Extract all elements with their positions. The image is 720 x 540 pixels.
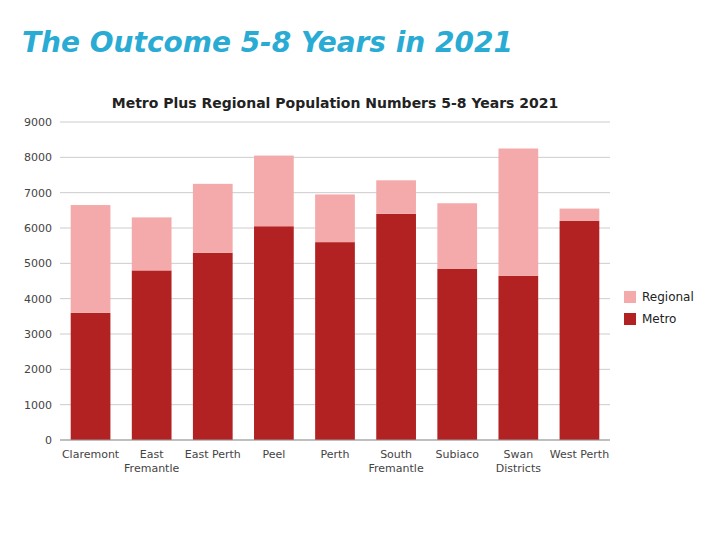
grid-line bbox=[60, 122, 610, 123]
y-tick-label: 5000 bbox=[24, 257, 52, 270]
x-tick-label: Peel bbox=[262, 448, 285, 461]
x-tick-label: EastFremantle bbox=[124, 448, 179, 475]
y-tick-label: 4000 bbox=[24, 293, 52, 306]
bars bbox=[71, 149, 600, 441]
bar-segment bbox=[498, 149, 538, 276]
x-tick-label: West Perth bbox=[550, 448, 609, 461]
bar-segment bbox=[437, 203, 477, 268]
grid-line bbox=[60, 440, 610, 441]
bar-segment bbox=[254, 156, 294, 227]
bar-segment bbox=[560, 221, 600, 440]
bar-segment bbox=[71, 205, 111, 313]
y-tick-label: 6000 bbox=[24, 222, 52, 235]
x-tick-label: Claremont bbox=[62, 448, 120, 461]
bar-segment bbox=[315, 242, 355, 440]
bar-segment bbox=[498, 276, 538, 440]
bar-segment bbox=[437, 269, 477, 440]
x-axis-line bbox=[60, 440, 610, 441]
y-tick-label: 1000 bbox=[24, 399, 52, 412]
y-tick-label: 9000 bbox=[24, 116, 52, 129]
title: The Outcome 5-8 Years in 2021 bbox=[22, 26, 513, 59]
y-tick-label: 2000 bbox=[24, 363, 52, 376]
x-tick-label-line: Swan bbox=[503, 448, 533, 461]
x-tick-label-line: South bbox=[380, 448, 412, 461]
x-tick-label-line: Fremantle bbox=[369, 462, 424, 475]
x-tick-label-line: Districts bbox=[496, 462, 542, 475]
legend-swatch bbox=[624, 291, 636, 303]
bar-segment bbox=[376, 214, 416, 440]
y-tick-label: 8000 bbox=[24, 151, 52, 164]
bar-segment bbox=[193, 184, 233, 253]
bar-segment bbox=[193, 253, 233, 440]
chart-title: Metro Plus Regional Population Numbers 5… bbox=[112, 95, 559, 111]
bar-segment bbox=[132, 217, 172, 270]
bar-segment bbox=[376, 180, 416, 214]
x-tick-label-line: Subiaco bbox=[435, 448, 479, 461]
bar-segment bbox=[560, 209, 600, 221]
bar-segment bbox=[132, 270, 172, 440]
x-tick-label: SouthFremantle bbox=[369, 448, 424, 475]
legend-label: Regional bbox=[642, 290, 694, 304]
bar-segment bbox=[254, 226, 294, 440]
x-tick-label: Subiaco bbox=[435, 448, 479, 461]
x-tick-label: East Perth bbox=[185, 448, 241, 461]
x-tick-label-line: East bbox=[140, 448, 164, 461]
x-tick-label-line: Peel bbox=[262, 448, 285, 461]
x-tick-label-line: Perth bbox=[321, 448, 350, 461]
x-tick-label-line: West Perth bbox=[550, 448, 609, 461]
legend-swatch bbox=[624, 313, 636, 325]
y-tick-label: 0 bbox=[45, 434, 52, 447]
x-tick-label: SwanDistricts bbox=[496, 448, 542, 475]
x-tick-label: Perth bbox=[321, 448, 350, 461]
x-tick-label-line: Claremont bbox=[62, 448, 120, 461]
chart: The Outcome 5-8 Years in 2021 Metro Plus … bbox=[0, 0, 720, 540]
bar-segment bbox=[71, 313, 111, 440]
y-tick-label: 7000 bbox=[24, 187, 52, 200]
x-tick-label-line: Fremantle bbox=[124, 462, 179, 475]
bar-segment bbox=[315, 194, 355, 242]
y-tick-label: 3000 bbox=[24, 328, 52, 341]
legend-label: Metro bbox=[642, 312, 676, 326]
x-tick-label-line: East Perth bbox=[185, 448, 241, 461]
legend: Regional Metro bbox=[624, 290, 694, 326]
